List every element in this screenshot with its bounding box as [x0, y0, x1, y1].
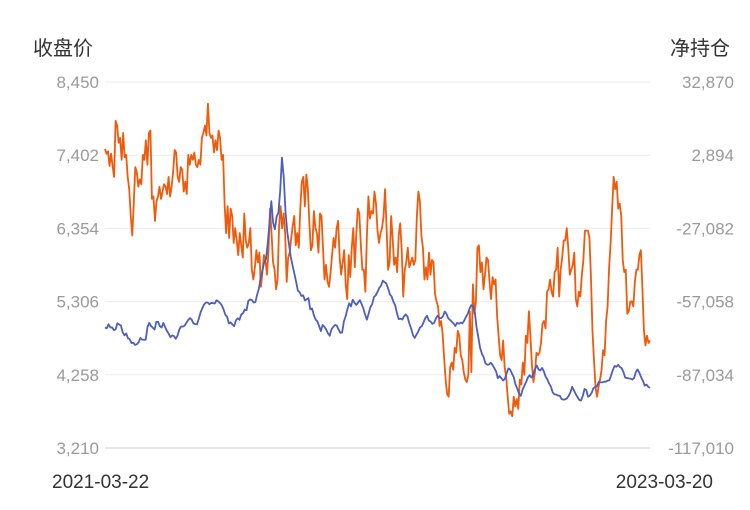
right-tick-label: -27,082	[676, 219, 734, 238]
left-tick-label: 3,210	[56, 439, 99, 458]
axis-labels: 收盘价 净持仓 2021-03-22 2023-03-20 8,450 32,87…	[33, 36, 734, 493]
left-tick-label: 6,354	[56, 219, 99, 238]
x-start-date-label: 2021-03-22	[52, 472, 149, 493]
right-tick-label: 2,894	[691, 146, 734, 165]
left-tick-label: 8,450	[56, 73, 99, 92]
x-end-date-label: 2023-03-20	[616, 472, 713, 493]
right-tick-label: -87,034	[676, 366, 734, 385]
series-lines	[104, 102, 651, 418]
right-tick-label: -117,010	[668, 439, 734, 458]
right-axis-title: 净持仓	[670, 36, 730, 60]
right-tick-label: -57,058	[676, 293, 734, 312]
grid-lines	[105, 81, 650, 449]
right-tick-label: 32,870	[682, 73, 734, 92]
left-axis-title: 收盘价	[33, 36, 93, 60]
series-line-close-price	[104, 156, 651, 402]
left-tick-label: 4,258	[56, 366, 99, 385]
left-tick-label: 5,306	[56, 293, 99, 312]
series-line-net-position	[104, 102, 651, 418]
left-tick-label: 7,402	[56, 146, 99, 165]
